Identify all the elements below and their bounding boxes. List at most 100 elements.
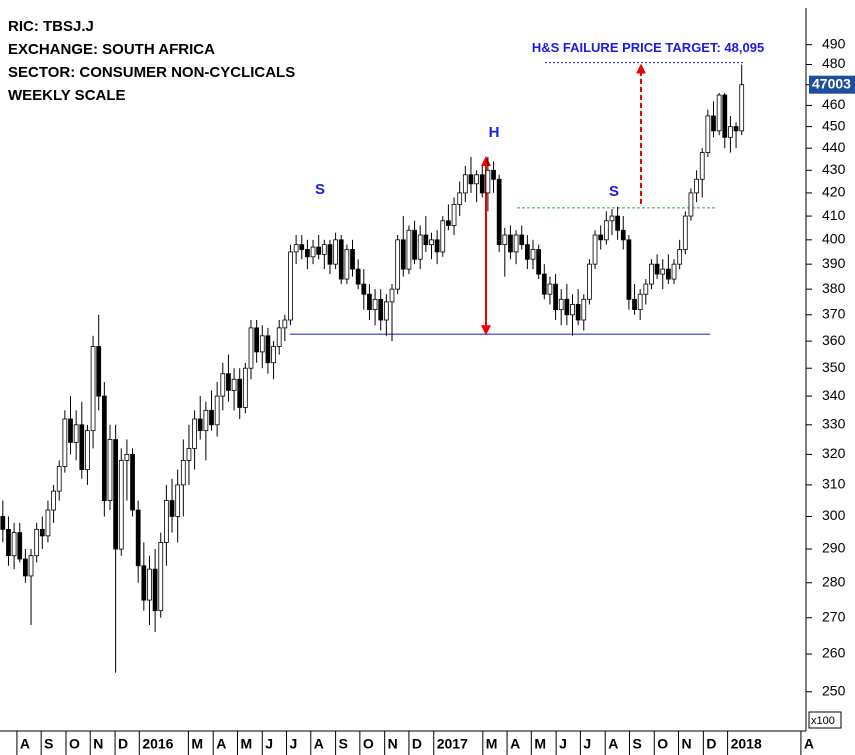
y-tick-label: 390 — [822, 255, 846, 271]
candle-body — [316, 246, 322, 255]
candle-body — [451, 204, 457, 226]
candle-body — [327, 244, 333, 265]
y-tick-label: 320 — [822, 445, 846, 461]
candle-body — [649, 263, 654, 285]
unit-box — [808, 711, 842, 729]
candle-body — [248, 327, 254, 369]
candle-body — [603, 220, 609, 241]
candle-body — [85, 430, 90, 470]
candle-body — [699, 152, 705, 180]
candle-body — [705, 115, 711, 153]
x-tick-label: S — [339, 736, 348, 752]
candle-body — [135, 509, 141, 567]
x-tick-label: J — [265, 736, 273, 752]
candle-body — [429, 239, 434, 246]
candle-body — [197, 418, 203, 432]
candle-body — [226, 373, 231, 391]
candle-body — [733, 126, 739, 132]
y-tick-label: 250 — [822, 682, 846, 698]
candle-body — [389, 288, 395, 303]
candle-body — [508, 234, 513, 253]
x-tick-label: M — [191, 736, 203, 752]
x-tick-label: S — [632, 736, 641, 752]
candle-body — [513, 234, 519, 253]
candle-body — [412, 229, 417, 260]
last-price-label: 47003 — [812, 75, 851, 91]
candle-body — [152, 568, 158, 612]
x-tick-label: N — [682, 736, 692, 752]
candle-body — [96, 346, 102, 397]
candle-body — [367, 293, 372, 311]
y-tick-label: 410 — [822, 207, 846, 223]
x-tick-label: A — [216, 736, 226, 752]
candle-body — [479, 174, 485, 194]
candle-body — [400, 239, 406, 270]
candle-body — [553, 283, 558, 311]
x-tick-label: D — [118, 736, 128, 752]
candle-body — [259, 335, 265, 353]
candle-body — [423, 234, 429, 246]
x-tick-label: 2017 — [437, 736, 468, 752]
candle-body — [457, 192, 463, 205]
candle-body — [446, 220, 451, 226]
candle-body — [395, 239, 401, 290]
candle-body — [17, 532, 23, 560]
candle-body — [68, 418, 73, 443]
candle-body — [491, 169, 496, 180]
candle-body — [660, 268, 666, 275]
y-tick-label: 270 — [822, 608, 846, 624]
x-tick-label: D — [412, 736, 422, 752]
candle-body — [564, 298, 570, 316]
candle-body — [666, 268, 671, 280]
candle-body — [615, 215, 620, 231]
candle-body — [265, 335, 271, 364]
candle-body — [118, 460, 124, 550]
candle-body — [321, 244, 327, 255]
candle-body — [350, 249, 355, 270]
y-tick-label: 380 — [822, 280, 846, 296]
x-tick-label: M — [534, 736, 546, 752]
candle-body — [254, 327, 260, 353]
x-tick-label: A — [20, 736, 30, 752]
candle-body — [536, 249, 542, 275]
candle-body — [169, 500, 175, 517]
candle-body — [406, 229, 412, 270]
candle-body — [474, 174, 479, 185]
y-tick-label: 280 — [822, 573, 846, 589]
candle-body — [383, 301, 389, 321]
y-tick-label: 480 — [822, 55, 846, 71]
candle-body — [101, 395, 107, 501]
x-tick-label: A — [314, 736, 324, 752]
last-price-box — [809, 75, 855, 94]
candle-body — [570, 304, 575, 316]
target-label: H&S FAILURE PRICE TARGET: 48,095 — [532, 40, 764, 55]
candle-body — [575, 304, 581, 321]
candle-body — [338, 239, 344, 280]
candle-body — [299, 244, 305, 250]
x-tick-label: N — [93, 736, 103, 752]
candle-body — [643, 283, 649, 295]
info-line: SECTOR: CONSUMER NON-CYCLICALS — [8, 64, 295, 81]
y-tick-label: 340 — [822, 387, 846, 403]
candle-body — [722, 94, 728, 138]
candle-body — [677, 249, 683, 265]
candle-body — [496, 178, 502, 246]
candle-body — [502, 234, 508, 246]
candle-body — [485, 169, 491, 194]
candle-body — [28, 555, 34, 577]
x-tick-label: S — [44, 736, 53, 752]
candle-body — [558, 298, 564, 311]
candle-body — [276, 327, 282, 347]
candle-body — [45, 509, 51, 537]
candle-body — [694, 178, 699, 194]
candle-body — [113, 439, 119, 550]
x-tick-label: A — [608, 736, 618, 752]
candle-body — [34, 528, 40, 557]
candle-body — [271, 346, 276, 364]
candle-body — [361, 283, 367, 295]
candle-body — [141, 565, 147, 601]
x-tick-label: 2016 — [142, 736, 173, 752]
candle-body — [51, 490, 56, 511]
candle-body — [180, 460, 186, 486]
y-tick-label: 330 — [822, 415, 846, 431]
